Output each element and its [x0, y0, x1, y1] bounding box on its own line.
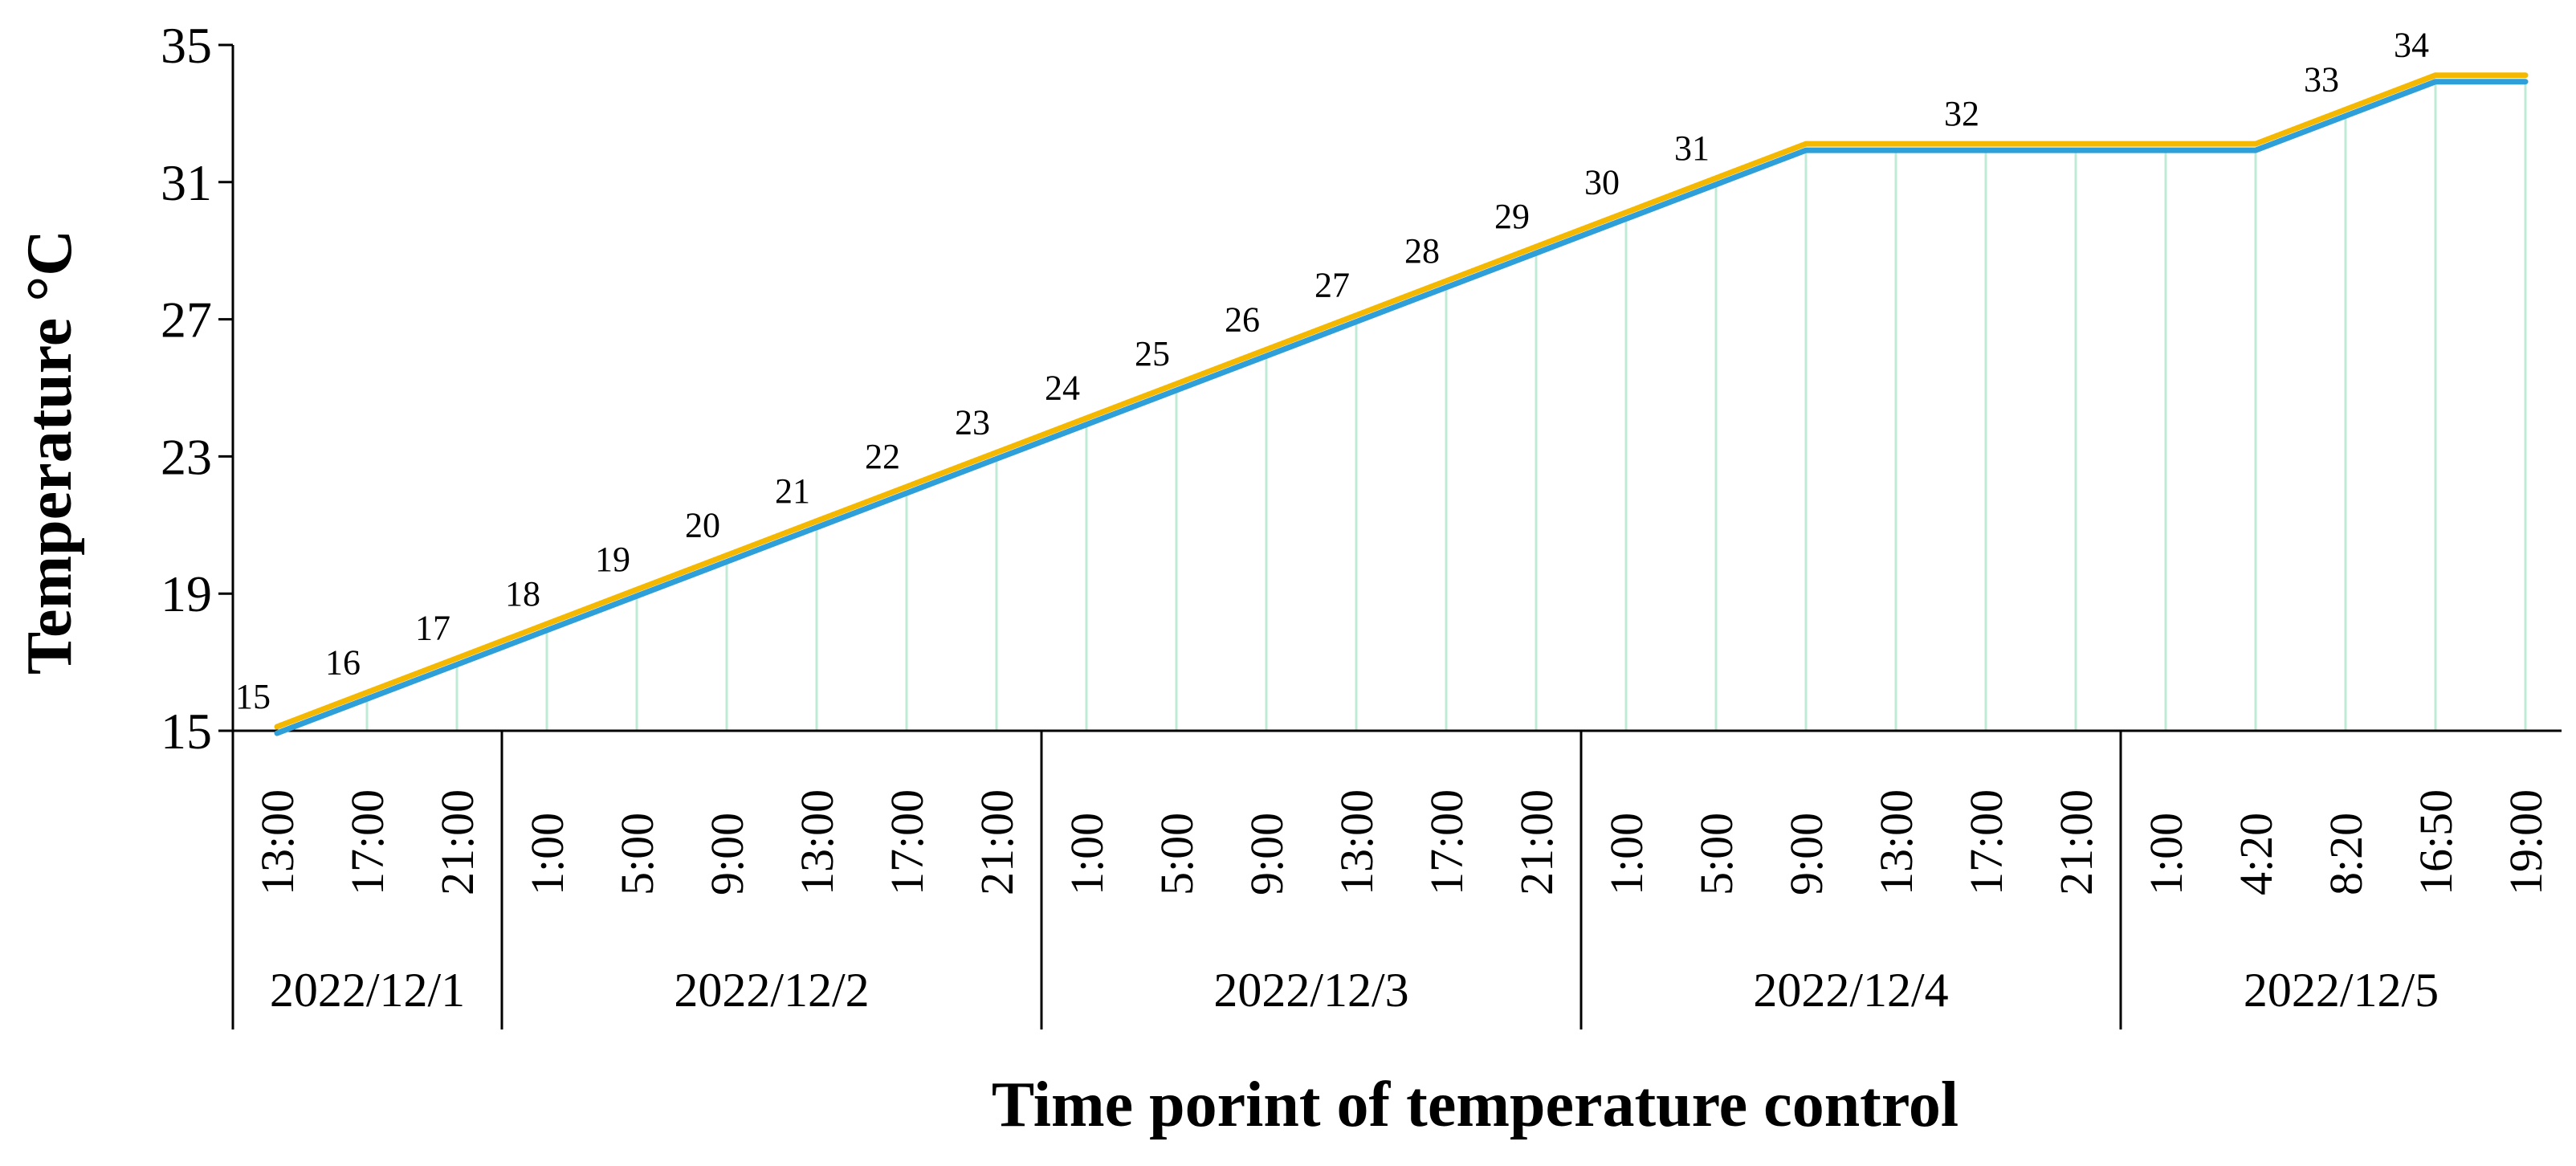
x-tick-label: 21:00	[431, 789, 483, 895]
x-tick-label: 4:20	[2230, 813, 2282, 895]
data-label: 30	[1584, 163, 1620, 202]
data-label: 34	[2394, 26, 2429, 65]
x-tick-label: 17:00	[1420, 789, 1473, 895]
x-tick-label: 1:00	[2140, 813, 2192, 895]
data-label: 22	[865, 437, 900, 476]
x-tick-label: 17:00	[881, 789, 933, 895]
x-tick-label: 21:00	[1510, 789, 1563, 895]
x-tick-label: 9:00	[1241, 813, 1293, 895]
data-label: 29	[1494, 197, 1530, 236]
data-label: 18	[505, 574, 540, 614]
date-group-label: 2022/12/5	[2244, 964, 2439, 1017]
x-tick-label: 9:00	[701, 813, 753, 895]
x-tick-label: 13:00	[1870, 789, 1922, 895]
y-tick-label: 31	[161, 154, 212, 211]
x-tick-label: 1:00	[1061, 813, 1113, 895]
data-label: 32	[1944, 94, 1979, 133]
date-group-label: 2022/12/1	[270, 964, 465, 1017]
y-tick-label: 15	[161, 703, 212, 760]
data-label: 17	[415, 609, 450, 648]
data-label: 20	[685, 506, 720, 545]
x-tick-label: 21:00	[971, 789, 1023, 895]
data-label: 27	[1314, 266, 1350, 305]
x-tick-label: 13:00	[791, 789, 843, 895]
x-tick-label: 5:00	[1151, 813, 1203, 895]
date-group-label: 2022/12/3	[1213, 964, 1408, 1017]
series-line-set	[274, 72, 2529, 730]
data-label: 25	[1135, 334, 1170, 373]
x-tick-label: 1:00	[1600, 813, 1653, 895]
x-tick-label: 1:00	[521, 813, 573, 895]
x-tick-label: 17:00	[1960, 789, 2012, 895]
x-tick-label: 13:00	[1331, 789, 1383, 895]
x-tick-label: 17:00	[341, 789, 393, 895]
data-label: 28	[1404, 231, 1440, 271]
y-tick-label: 19	[161, 565, 212, 622]
axes-layer: 15 19 23 27 31 35	[161, 17, 2562, 1029]
x-tick-label: 13:00	[251, 789, 304, 895]
data-label: 33	[2304, 59, 2339, 99]
data-label: 23	[955, 402, 990, 442]
data-labels-layer: 15 16 17 18 19 20 21 22 23 24 25 26 27 28 29 30 31 32 33 34	[235, 26, 2429, 716]
x-tick-label: 5:00	[1690, 813, 1742, 895]
data-label: 16	[325, 642, 361, 682]
x-axis-labels-layer: 2022/12/1 2022/12/2 2022/12/3 2022/12/4 2022…	[251, 789, 2552, 1017]
x-tick-label: 19:00	[2500, 789, 2552, 895]
data-label: 19	[595, 540, 630, 579]
data-label: 24	[1045, 369, 1080, 408]
date-group-label: 2022/12/4	[1753, 964, 1948, 1017]
data-label: 26	[1225, 300, 1260, 339]
data-label: 21	[775, 471, 810, 511]
x-tick-label: 16:50	[2410, 789, 2462, 895]
y-tick-label: 23	[161, 428, 212, 485]
x-tick-label: 5:00	[611, 813, 663, 895]
series-layer	[274, 72, 2529, 736]
date-group-label: 2022/12/2	[674, 964, 869, 1017]
y-tick-label: 27	[161, 292, 212, 349]
data-label: 15	[235, 677, 271, 716]
drop-lines-layer	[365, 79, 2527, 731]
x-tick-label: 9:00	[1780, 813, 1832, 895]
series-line-measured	[274, 79, 2529, 736]
x-tick-label: 21:00	[2050, 789, 2102, 895]
x-tick-label: 8:20	[2320, 813, 2372, 895]
y-tick-label: 35	[161, 17, 212, 74]
y-axis-title: Temperature °C	[14, 230, 85, 675]
data-label: 31	[1674, 128, 1710, 168]
x-axis-title: Time porint of temperature control	[992, 1070, 1958, 1140]
